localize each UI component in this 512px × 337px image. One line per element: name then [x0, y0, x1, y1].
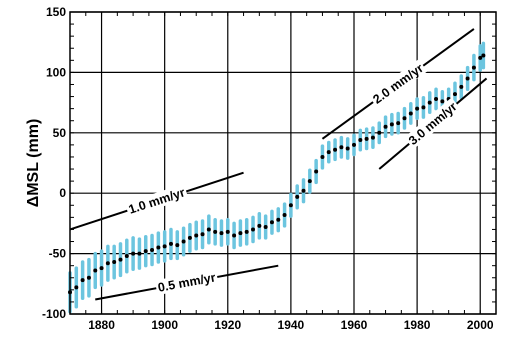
data-point [402, 116, 407, 121]
x-tick-label: 1940 [278, 318, 305, 332]
data-point [465, 76, 470, 81]
data-point [93, 268, 98, 273]
data-point [459, 84, 464, 89]
data-points [68, 53, 486, 295]
x-tick-label: 2000 [467, 318, 494, 332]
data-point [301, 188, 306, 193]
data-point [143, 249, 148, 254]
y-tick-label: 150 [46, 5, 66, 19]
data-point [383, 124, 388, 129]
data-point [86, 275, 91, 280]
data-point [282, 212, 287, 217]
data-point [434, 96, 439, 101]
data-point [389, 122, 394, 127]
data-point [251, 227, 256, 232]
trend-label-background [404, 97, 462, 150]
data-point [452, 92, 457, 97]
data-point [175, 243, 180, 248]
data-point [339, 145, 344, 150]
data-point [295, 194, 300, 199]
data-point [326, 150, 331, 155]
data-point [150, 247, 155, 252]
data-point [257, 223, 262, 228]
y-axis-title: ΔMSL (mm) [25, 119, 42, 208]
plot-frame [69, 11, 497, 315]
data-point [307, 179, 312, 184]
data-point [162, 244, 167, 249]
y-tick-label: 0 [59, 186, 66, 200]
data-point [415, 106, 420, 111]
data-point [345, 146, 350, 151]
x-tick-label: 1920 [214, 318, 241, 332]
data-point [156, 245, 161, 250]
x-tick-label: 1880 [88, 318, 115, 332]
trend-label-background [124, 183, 189, 218]
data-point [187, 235, 192, 240]
data-point [358, 138, 363, 143]
data-point [364, 136, 369, 141]
data-point [320, 154, 325, 159]
data-point [370, 135, 375, 140]
data-point [131, 251, 136, 256]
data-point [471, 65, 476, 70]
y-tick-label: 50 [53, 126, 67, 140]
data-point [219, 231, 224, 236]
data-point [225, 229, 230, 234]
data-point [421, 105, 426, 110]
data-point [80, 278, 85, 283]
data-point [352, 142, 356, 147]
data-point [118, 257, 123, 262]
data-point [74, 285, 79, 290]
data-point [99, 266, 104, 271]
data-point [263, 225, 268, 230]
trend-label-background [368, 59, 428, 108]
data-point [244, 229, 249, 234]
data-point [481, 53, 486, 58]
data-point [396, 121, 401, 126]
data-point [408, 111, 413, 116]
data-point [333, 147, 338, 152]
axis-ticks: 1880 1900 1920 1940 1960 1980 2000 -100 -50 0 50 10… [42, 5, 496, 332]
x-tick-label: 1960 [341, 318, 368, 332]
trend-label-background [154, 269, 219, 296]
data-point [377, 130, 382, 135]
y-tick-label: 100 [46, 65, 66, 79]
data-point [232, 233, 237, 238]
data-point [206, 227, 211, 232]
data-point [112, 260, 117, 265]
data-point [194, 233, 199, 238]
data-point [478, 55, 483, 60]
data-point [288, 203, 293, 208]
data-point [238, 231, 243, 236]
data-point [137, 251, 142, 256]
data-point [213, 229, 218, 234]
data-point [276, 217, 281, 222]
data-point [269, 220, 274, 225]
x-tick-label: 1980 [404, 318, 431, 332]
data-point [314, 169, 319, 174]
y-tick-label: -50 [49, 247, 67, 261]
x-tick-label: 1900 [151, 318, 178, 332]
data-point [105, 261, 110, 266]
data-point [168, 241, 173, 246]
data-point [181, 239, 186, 244]
y-tick-label: -100 [42, 307, 66, 321]
data-point [200, 232, 205, 237]
data-point [427, 100, 432, 105]
data-point [124, 254, 129, 259]
data-point [440, 99, 445, 104]
